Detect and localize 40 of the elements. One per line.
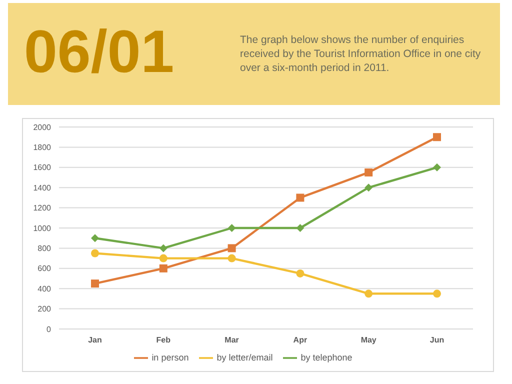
y-tick-label: 2000 — [33, 122, 52, 132]
x-tick-label: Jan — [88, 336, 102, 345]
legend-label: in person — [152, 352, 189, 362]
point — [433, 163, 441, 172]
legend-label: by letter/email — [216, 352, 273, 362]
chart-title: 06/01 — [24, 17, 174, 87]
point — [296, 194, 304, 202]
y-tick-label: 1400 — [33, 183, 52, 192]
y-tick-label: 1600 — [33, 163, 52, 172]
x-tick-label: Jun — [430, 336, 444, 345]
legend-label: by telephone — [300, 352, 352, 362]
y-tick-label: 200 — [38, 304, 52, 314]
x-tick-label: May — [360, 336, 377, 345]
point — [228, 254, 236, 262]
y-tick-label: 1000 — [33, 224, 52, 233]
point — [91, 249, 99, 258]
y-tick-label: 1200 — [33, 204, 52, 213]
point — [364, 184, 373, 192]
point — [159, 264, 168, 272]
point — [159, 244, 168, 252]
chart-subtitle: The graph below shows the number of enquiries received by the Tourist Information Office in one city over a six-month period in 2011. — [240, 33, 482, 75]
y-tick-label: 600 — [38, 264, 52, 274]
y-tick-label: 1800 — [33, 143, 52, 152]
point — [228, 224, 236, 232]
point — [228, 244, 236, 252]
point — [364, 290, 373, 298]
y-tick-label: 800 — [38, 244, 52, 254]
point — [296, 269, 304, 278]
y-tick-label: 0 — [46, 324, 52, 334]
point — [91, 280, 99, 288]
x-tick-label: Feb — [156, 336, 171, 345]
point — [91, 234, 99, 242]
x-tick-label: Apr — [293, 336, 308, 345]
x-tick-label: Mar — [224, 336, 239, 345]
y-tick-label: 400 — [38, 284, 52, 294]
point — [364, 168, 373, 176]
point — [433, 290, 441, 298]
point — [296, 224, 304, 232]
point — [433, 133, 441, 142]
point — [159, 254, 168, 262]
